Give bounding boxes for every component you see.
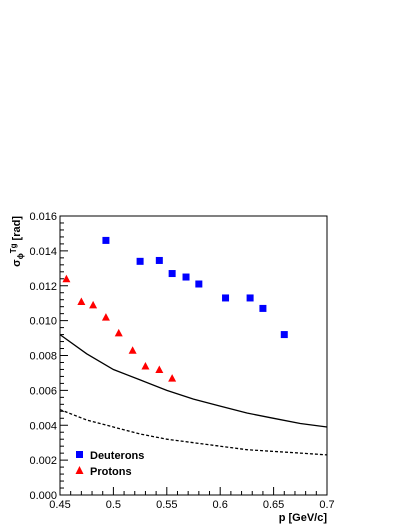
proton-point [168,374,177,382]
y-axis-title-subscript: ϕ [16,253,25,259]
deuteron-point [246,294,254,302]
dashed-curve [59,408,328,456]
proton-point [101,313,110,321]
legend-deuterons-label: Deuterons [90,450,144,462]
legend-deuterons-marker [76,451,83,458]
y-axis-title: σϕTg [rad] [9,216,25,267]
proton-point [77,297,86,305]
proton-point [141,361,150,370]
x-tick-label: 0.55 [156,499,177,511]
solid-curve [59,334,328,428]
y-tick-label: 0.008 [29,351,57,363]
legend-protons-label: Protons [90,466,132,478]
y-tick-label: 0.012 [29,281,57,293]
proton-point [155,365,164,373]
deuteron-point [102,236,110,244]
y-tick-label: 0.006 [29,385,57,397]
proton-point [62,274,71,283]
y-tick-label: 0.004 [29,420,57,432]
proton-point [128,346,137,354]
y-tick-label: 0.002 [29,455,57,467]
proton-point [114,328,123,337]
deuteron-point [222,294,230,302]
x-axis-title: p [GeV/c] [279,512,328,524]
x-axis: 0.45 0.5 0.55 0.6 0.65 0.7 [49,487,335,511]
y-tick-label: 0.016 [29,211,57,223]
deuteron-point [168,270,176,278]
deuteron-point [280,331,288,339]
y-tick-label: 0.010 [29,316,57,328]
y-axis-title-superscript: Tg [9,243,18,253]
x-tick-label: 0.65 [263,499,284,511]
y-axis-title-symbol: σ [11,259,23,267]
proton-point [89,300,98,309]
deuteron-point [182,273,190,281]
deuteron-point [136,257,144,265]
y-axis: 0.000 0.002 0.004 0.006 0.008 0.010 0.012 0.014… [29,211,68,502]
legend: Deuterons Protons [75,450,144,478]
deuteron-point [259,304,267,312]
model-curves [59,334,328,456]
data-markers [62,236,288,382]
deuteron-point [155,256,163,264]
x-tick-label: 0.5 [106,499,121,511]
x-tick-label: 0.7 [319,499,334,511]
y-axis-title-unit: [rad] [11,216,23,244]
deuteron-point [195,280,203,288]
x-tick-label: 0.45 [49,499,70,511]
y-tick-label: 0.000 [29,490,57,502]
legend-protons-marker [75,466,84,474]
x-tick-label: 0.6 [213,499,228,511]
y-tick-label: 0.014 [29,246,57,258]
